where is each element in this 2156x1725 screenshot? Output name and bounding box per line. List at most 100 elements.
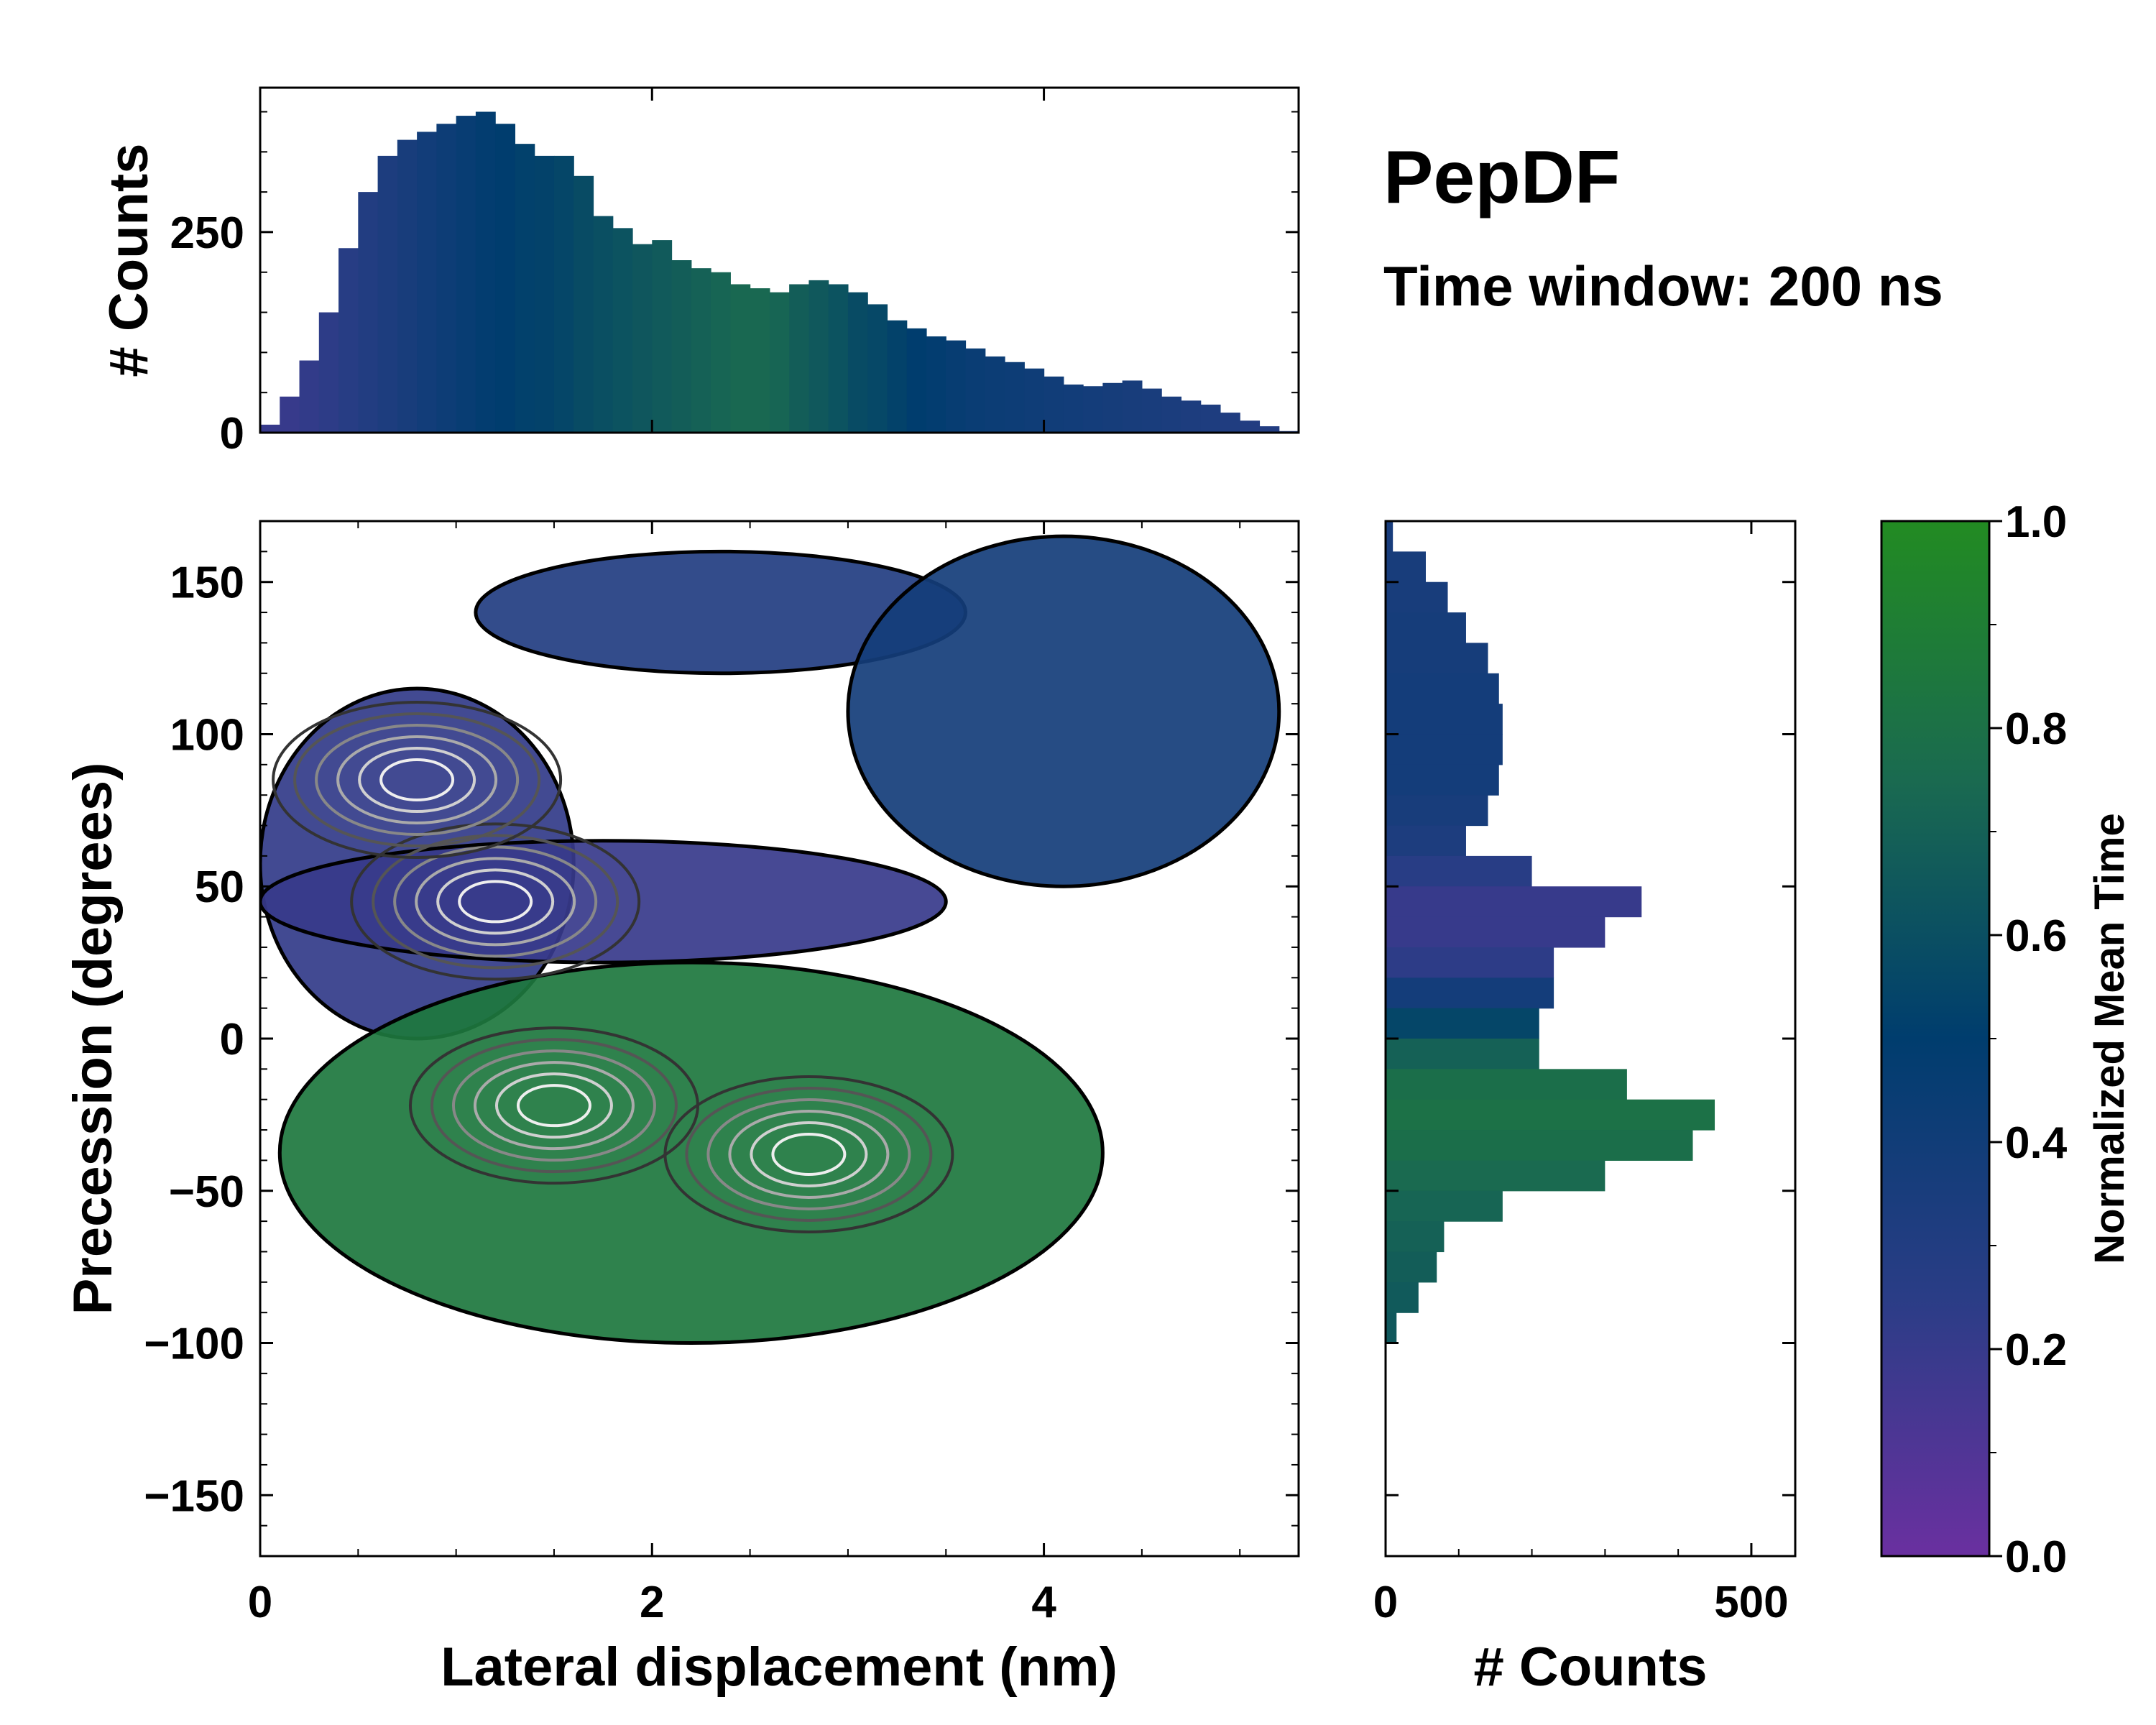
- top-histogram-bar: [1181, 400, 1202, 433]
- density-contour: [415, 857, 576, 947]
- main-y-tick-label: −50: [169, 1167, 244, 1217]
- top-histogram-bar: [750, 288, 770, 433]
- density-contour: [706, 1098, 911, 1210]
- right-histogram-bar: [1386, 1039, 1539, 1070]
- right-histogram-bar: [1386, 581, 1448, 613]
- right-histogram-bar: [1386, 825, 1466, 857]
- right-histogram-bar: [1386, 1190, 1503, 1222]
- density-contour: [379, 758, 455, 801]
- colorbar-tick-label: 0.4: [2005, 1118, 2068, 1168]
- main-y-tick-label: −100: [144, 1320, 244, 1369]
- top-histogram-bar: [1259, 426, 1280, 433]
- main-x-tick-label: 4: [1031, 1578, 1056, 1627]
- top-histogram-bar: [260, 424, 280, 433]
- top-histogram-bar: [652, 240, 673, 433]
- right-histogram-bar: [1386, 1069, 1627, 1100]
- main-y-tick-label: 0: [220, 1015, 244, 1064]
- right-histogram-bar: [1386, 1099, 1715, 1131]
- top-histogram-bar: [495, 124, 516, 433]
- top-histogram-bar: [1044, 376, 1064, 433]
- top-histogram-bar: [730, 284, 751, 433]
- density-contours: [272, 701, 954, 1233]
- right-histogram-bar: [1386, 704, 1503, 735]
- right-histogram-bar: [1386, 551, 1426, 583]
- right-histogram-bar: [1386, 1160, 1606, 1192]
- heatmap-regions: [260, 534, 1281, 1346]
- top-histogram-bar: [828, 284, 849, 433]
- chart-subtitle: Time window: 200 ns: [1383, 254, 1943, 318]
- right-histogram-bar: [1386, 855, 1532, 887]
- top-histogram-bar: [515, 144, 535, 433]
- top-histogram-bar: [789, 284, 809, 433]
- top-histogram-bar: [887, 320, 908, 433]
- chart-title: PepDF: [1383, 136, 1620, 219]
- top-histogram-bar: [1102, 382, 1123, 433]
- top-histogram-bar: [280, 396, 300, 433]
- main-x-tick-label: 2: [640, 1578, 664, 1627]
- top-histogram-bar: [436, 124, 457, 433]
- top-y-tick-label: 250: [170, 208, 244, 258]
- top-histogram-bar: [1220, 413, 1240, 433]
- top-histogram-bar: [1083, 386, 1103, 433]
- top-histogram-bar: [318, 312, 339, 433]
- top-histogram-bar: [299, 360, 320, 433]
- right-x-tick-label: 500: [1714, 1578, 1788, 1627]
- top-histogram-bar: [1161, 396, 1182, 433]
- density-contour: [315, 724, 520, 836]
- top-histogram-bar: [711, 272, 731, 433]
- density-contour: [750, 1121, 868, 1187]
- density-contour: [393, 845, 598, 958]
- top-histogram-bar: [417, 132, 437, 433]
- right-histogram-bar: [1386, 795, 1488, 827]
- density-contour: [336, 735, 498, 824]
- density-contour: [372, 834, 619, 970]
- density-contour: [728, 1109, 890, 1199]
- top-histogram-bar: [338, 248, 359, 433]
- top-histogram-bar: [1005, 362, 1025, 433]
- top-histogram-bars: [260, 111, 1299, 433]
- right-histogram-bar: [1386, 1221, 1445, 1253]
- main-x-tick-label: 0: [248, 1578, 272, 1627]
- right-histogram-bar: [1386, 764, 1499, 796]
- right-histogram-bar: [1386, 978, 1554, 1009]
- top-histogram-bar: [847, 292, 868, 433]
- right-histogram-bar: [1386, 1130, 1693, 1162]
- top-histogram-bar: [573, 175, 594, 433]
- top-histogram-bar: [1024, 368, 1045, 433]
- right-histogram-bar: [1386, 1312, 1397, 1344]
- top-histogram-bar: [612, 228, 633, 433]
- density-contour: [771, 1132, 847, 1176]
- top-histogram-bar: [1240, 420, 1261, 433]
- top-histogram-bar: [926, 336, 946, 433]
- main-y-tick-label: −150: [144, 1471, 244, 1521]
- top-histogram-bar: [534, 155, 555, 433]
- right-histogram-bar: [1386, 1251, 1437, 1283]
- right-x-tick-label: 0: [1373, 1578, 1398, 1627]
- main-xlabel: Lateral displacement (nm): [441, 1637, 1118, 1698]
- main-ylabel: Precession (degrees): [63, 763, 124, 1315]
- density-contour: [494, 1072, 613, 1139]
- density-contour: [436, 868, 555, 935]
- top-histogram-bar: [867, 304, 888, 433]
- colorbar-label: Normalized Mean Time: [2086, 813, 2133, 1264]
- right-histogram-bar: [1386, 1282, 1419, 1313]
- density-contour: [358, 747, 476, 813]
- top-histogram-bar: [1200, 404, 1221, 433]
- density-contour: [473, 1061, 635, 1151]
- right-histogram-bar: [1386, 612, 1466, 644]
- right-histogram: 0 500 # Counts: [1373, 520, 1797, 1698]
- colorbar-tick-label: 0.6: [2005, 911, 2067, 961]
- colorbar-ticks: 0.0 0.2 0.4 0.6 0.8 1.0: [1989, 497, 2068, 1582]
- density-contour: [458, 880, 533, 924]
- density-contour: [272, 701, 563, 859]
- density-contour: [350, 822, 641, 981]
- right-histogram-bars: [1386, 521, 1715, 1344]
- top-histogram-bar: [691, 268, 711, 433]
- top-histogram-bar: [377, 155, 398, 433]
- right-histogram-bar: [1386, 643, 1488, 674]
- right-histogram-ticks: 0 500: [1373, 521, 1795, 1627]
- top-histogram-bar: [769, 292, 790, 433]
- heatmap-region: [260, 839, 948, 965]
- main-y-tick-label: 150: [170, 558, 244, 608]
- main-heatmap: 0 2 4 150 100 50 0 −50 −100 −150 Lateral displace…: [63, 520, 1300, 1698]
